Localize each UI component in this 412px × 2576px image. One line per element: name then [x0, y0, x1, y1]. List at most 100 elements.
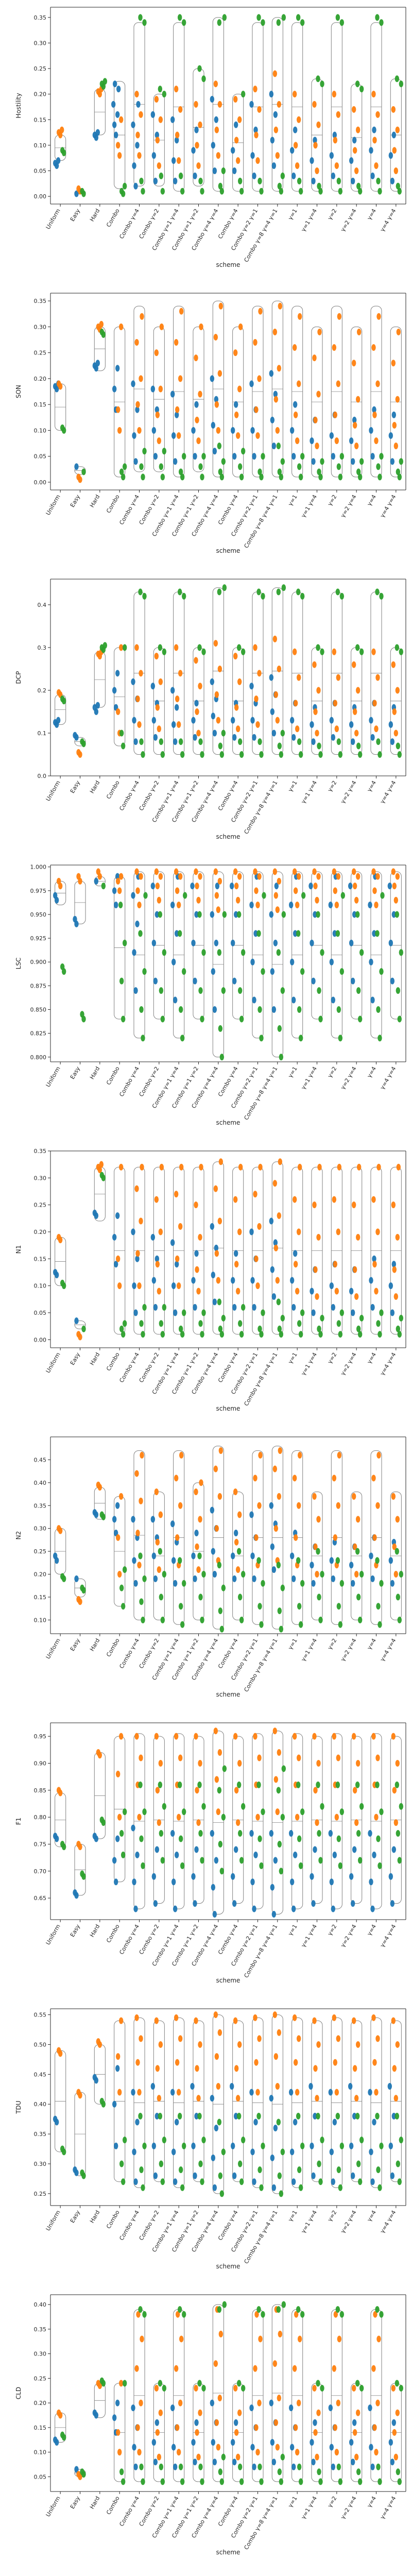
- point-blue-17-0: [390, 1580, 395, 1587]
- point-green-10-2: [261, 968, 265, 975]
- point-orange-2-1: [96, 2038, 101, 2045]
- point-blue-7-0: [193, 734, 197, 741]
- x-tick-label: γ=1: [287, 208, 299, 221]
- point-green-11-1: [277, 2468, 282, 2476]
- point-orange-14-3: [332, 1196, 337, 1203]
- point-orange-8-3: [213, 2360, 218, 2367]
- y-axis-title: N2: [15, 1531, 22, 1540]
- point-green-12-2: [300, 19, 305, 26]
- point-green-16-0: [377, 188, 382, 195]
- point-green-17-3: [394, 911, 400, 918]
- point-orange-13-3: [312, 2017, 317, 2024]
- point-orange-4-0: [137, 152, 142, 159]
- point-orange-3-2: [118, 644, 124, 651]
- point-green-15-0: [357, 1616, 363, 1623]
- point-green-16-3: [375, 1557, 380, 1564]
- point-green-5-1: [159, 2160, 164, 2167]
- point-orange-16-1: [372, 411, 377, 418]
- point-orange-12-0: [295, 725, 300, 733]
- point-orange-3-0: [117, 2449, 122, 2456]
- point-orange-6-4: [179, 2335, 184, 2343]
- point-green-10-3: [256, 2112, 261, 2120]
- point-green-15-1: [356, 1830, 361, 1837]
- point-orange-9-0: [235, 157, 241, 164]
- point-green-9-3: [236, 644, 242, 651]
- point-orange-12-0: [295, 162, 300, 170]
- point-blue-7-1: [191, 147, 196, 154]
- point-orange-17-3: [391, 1493, 396, 1500]
- point-blue-14-0: [331, 1304, 336, 1311]
- point-green-15-2: [359, 1803, 364, 1810]
- point-green-8-0: [219, 2190, 225, 2197]
- point-green-7-2: [201, 648, 206, 655]
- point-orange-12-3: [292, 1475, 297, 1482]
- point-orange-7-2: [198, 873, 202, 880]
- point-blue-5-3: [150, 683, 156, 690]
- y-tick-label: 0.800: [30, 1054, 47, 1061]
- point-blue-13-3: [308, 883, 313, 890]
- y-tick-label: 0.875: [30, 982, 47, 989]
- point-green-7-1: [198, 2160, 203, 2167]
- x-tick-label: γ=1 γ=4: [300, 779, 318, 805]
- point-green-10-1: [258, 1325, 262, 1332]
- x-tick-label: γ=1: [287, 1637, 299, 1651]
- point-green-5-2: [162, 448, 167, 455]
- point-orange-7-2: [198, 391, 202, 398]
- point-green-13-2: [320, 2384, 324, 2392]
- y-tick-label: 0.00: [34, 193, 47, 200]
- point-blue-4-0: [133, 2178, 138, 2185]
- point-green-4-0: [141, 473, 145, 481]
- point-green-5-3: [158, 2380, 163, 2387]
- point-green-6-1: [178, 172, 183, 179]
- point-orange-4-0: [137, 1814, 142, 1821]
- point-green-11-2: [280, 987, 285, 994]
- point-orange-4-3: [134, 2365, 139, 2372]
- y-tick-label: 0.30: [34, 2351, 47, 2358]
- point-orange-11-1: [273, 2053, 279, 2060]
- point-blue-11-1: [270, 968, 275, 975]
- y-tick-label: 0.45: [34, 1456, 47, 1463]
- point-orange-4-2: [139, 111, 143, 118]
- point-orange-12-2: [296, 1754, 301, 1761]
- point-blue-5-1: [151, 2439, 157, 2446]
- point-orange-13-1: [313, 883, 318, 890]
- point-blue-7-0: [193, 453, 197, 460]
- point-green-14-3: [335, 2112, 340, 2120]
- point-orange-10-2: [257, 1502, 262, 1509]
- x-tick-label: Combo γ=4: [217, 208, 239, 240]
- point-green-0-1: [60, 696, 65, 703]
- x-tick-label: Combo: [105, 208, 121, 228]
- point-orange-4-0: [137, 2449, 142, 2456]
- point-orange-15-4: [356, 328, 362, 335]
- point-orange-16-3: [371, 2014, 376, 2021]
- point-green-9-1: [237, 1830, 243, 1837]
- point-orange-17-1: [392, 883, 397, 890]
- point-green-4-3: [138, 588, 143, 596]
- y-tick-label: 0.35: [34, 298, 47, 304]
- point-orange-9-1: [234, 1261, 239, 1268]
- point-orange-9-2: [237, 385, 242, 393]
- x-tick-label: Uniform: [45, 779, 62, 802]
- point-blue-8-3: [210, 1506, 215, 1514]
- point-green-17-0: [397, 2178, 402, 2185]
- point-green-12-0: [298, 1331, 303, 1338]
- point-orange-11-2: [277, 1212, 282, 1219]
- point-green-16-1: [376, 463, 381, 470]
- point-green-9-3: [236, 1548, 242, 1555]
- point-green-9-0: [239, 188, 244, 195]
- point-orange-4-0: [137, 1282, 142, 1290]
- point-blue-14-0: [331, 996, 336, 1004]
- point-blue-17-1: [388, 152, 393, 159]
- point-orange-15-3: [351, 2384, 356, 2392]
- point-green-16-3: [375, 2306, 380, 2313]
- point-green-8-1: [218, 742, 223, 750]
- point-orange-12-0: [295, 437, 300, 444]
- point-orange-9-2: [237, 2409, 242, 2416]
- point-green-5-0: [160, 1616, 165, 1623]
- point-blue-4-0: [133, 1580, 138, 1587]
- point-green-13-1: [317, 1830, 321, 1837]
- point-green-8-1: [218, 1840, 223, 1848]
- point-green-13-3: [316, 644, 320, 651]
- point-orange-9-3: [233, 2384, 238, 2392]
- point-blue-2-2: [95, 129, 100, 136]
